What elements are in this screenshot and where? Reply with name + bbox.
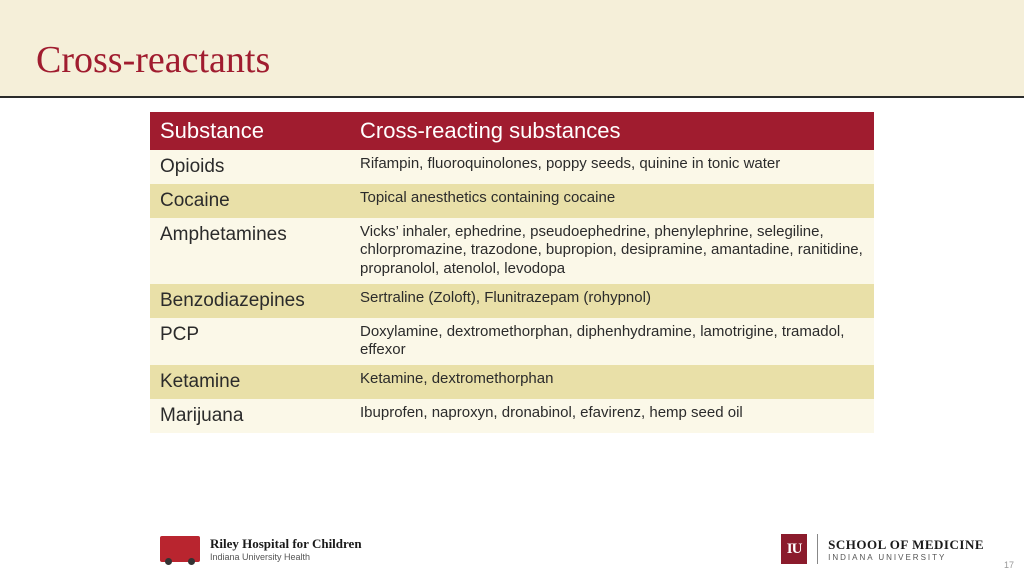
table-row: BenzodiazepinesSertraline (Zoloft), Flun… <box>150 284 874 318</box>
cell-substance: PCP <box>150 318 350 366</box>
riley-line2: Indiana University Health <box>210 552 362 562</box>
cell-substance: Benzodiazepines <box>150 284 350 318</box>
cell-substance: Ketamine <box>150 365 350 399</box>
table-row: AmphetaminesVicks’ inhaler, ephedrine, p… <box>150 218 874 284</box>
som-line1: SCHOOL OF MEDICINE <box>828 537 984 553</box>
cell-cross: Ibuprofen, naproxyn, dronabinol, efavire… <box>350 399 874 433</box>
cell-cross: Doxylamine, dextromethorphan, diphenhydr… <box>350 318 874 366</box>
riley-wagon-icon <box>160 536 200 562</box>
som-line2: INDIANA UNIVERSITY <box>828 553 984 562</box>
page-number: 17 <box>1004 560 1014 570</box>
table-row: CocaineTopical anesthetics containing co… <box>150 184 874 218</box>
table-row: KetamineKetamine, dextromethorphan <box>150 365 874 399</box>
footer: Riley Hospital for Children Indiana Univ… <box>0 522 1024 576</box>
slide-title: Cross-reactants <box>36 38 1024 82</box>
table-container: Substance Cross-reacting substances Opio… <box>0 98 1024 433</box>
iu-trident-icon: IU <box>781 534 807 564</box>
table-row: PCPDoxylamine, dextromethorphan, diphenh… <box>150 318 874 366</box>
cell-substance: Cocaine <box>150 184 350 218</box>
cell-substance: Marijuana <box>150 399 350 433</box>
riley-text: Riley Hospital for Children Indiana Univ… <box>210 536 362 562</box>
table-header-row: Substance Cross-reacting substances <box>150 112 874 150</box>
table-row: OpioidsRifampin, fluoroquinolones, poppy… <box>150 150 874 184</box>
riley-logo: Riley Hospital for Children Indiana Univ… <box>160 536 362 562</box>
cell-cross: Sertraline (Zoloft), Flunitrazepam (rohy… <box>350 284 874 318</box>
cell-cross: Topical anesthetics containing cocaine <box>350 184 874 218</box>
table-row: MarijuanaIbuprofen, naproxyn, dronabinol… <box>150 399 874 433</box>
title-band: Cross-reactants <box>0 0 1024 98</box>
cell-cross: Ketamine, dextromethorphan <box>350 365 874 399</box>
cross-reactants-table: Substance Cross-reacting substances Opio… <box>150 112 874 433</box>
iu-logo: IU SCHOOL OF MEDICINE INDIANA UNIVERSITY <box>781 534 984 564</box>
riley-line1: Riley Hospital for Children <box>210 536 362 552</box>
cell-cross: Vicks’ inhaler, ephedrine, pseudoephedri… <box>350 218 874 284</box>
cell-substance: Opioids <box>150 150 350 184</box>
cell-substance: Amphetamines <box>150 218 350 284</box>
som-text: SCHOOL OF MEDICINE INDIANA UNIVERSITY <box>828 537 984 562</box>
col-cross: Cross-reacting substances <box>350 112 874 150</box>
cell-cross: Rifampin, fluoroquinolones, poppy seeds,… <box>350 150 874 184</box>
col-substance: Substance <box>150 112 350 150</box>
logo-divider <box>817 534 818 564</box>
